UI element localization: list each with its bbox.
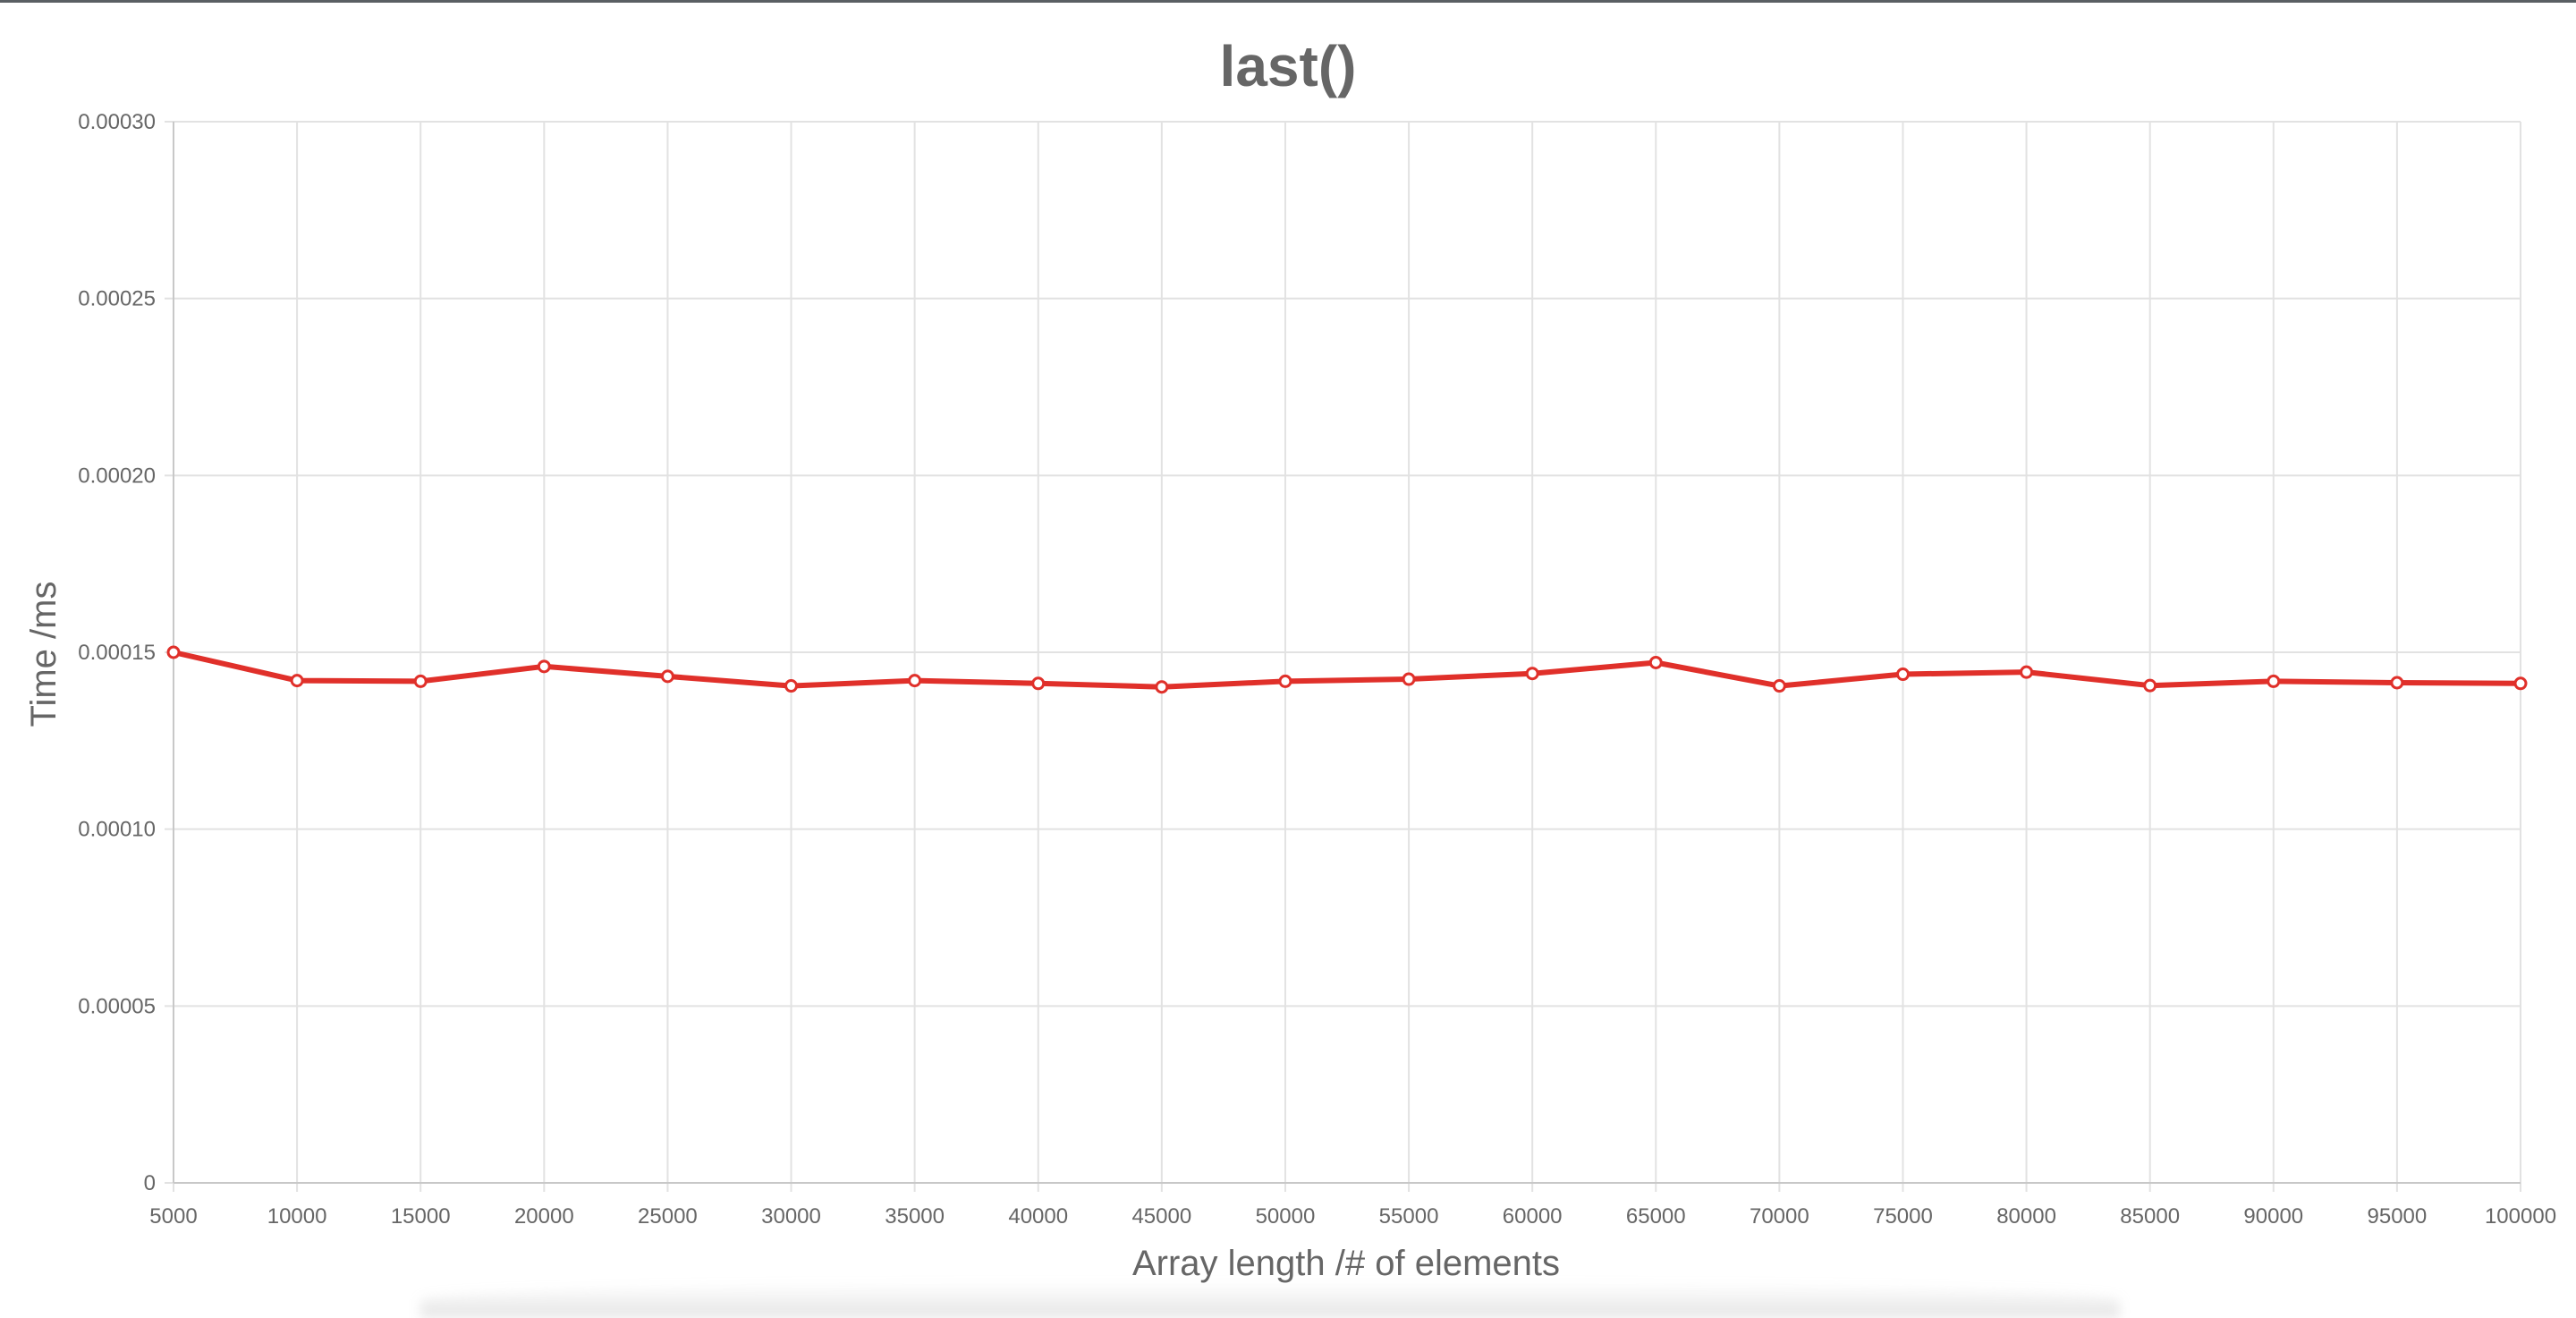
data-point [1772,679,1786,693]
x-tick-label: 100000 [2485,1204,2556,1229]
x-tick-label: 5000 [149,1204,197,1229]
data-point [413,674,428,688]
x-tick-label: 30000 [761,1204,821,1229]
data-point [1895,668,1910,682]
line-chart: last() 0 0.00005 0.00010 0.00015 0.00020 0.00… [24,34,2556,1283]
x-tick-label: 60000 [1503,1204,1563,1229]
y-tick-label: 0.00030 [78,110,156,134]
x-tick-label: 25000 [638,1204,698,1229]
x-tick-label: 55000 [1379,1204,1439,1229]
data-point [166,645,181,659]
series-group [166,645,2528,694]
y-tick-label: 0.00025 [78,287,156,311]
x-tick-label: 20000 [514,1204,574,1229]
data-point [2267,674,2281,688]
x-tick-label: 85000 [2120,1204,2180,1229]
x-tick-label: 15000 [391,1204,451,1229]
y-tick-labels: 0 0.00005 0.00010 0.00015 0.00020 0.00025 0.00… [78,110,156,1195]
data-point [908,674,922,688]
data-point [660,669,674,684]
data-point [784,679,799,693]
data-point [1648,655,1663,669]
x-tick-label: 75000 [1873,1204,1933,1229]
x-tick-label: 40000 [1008,1204,1068,1229]
y-tick-label: 0.00005 [78,994,156,1018]
window-shadow [420,1282,2120,1318]
x-tick-label: 45000 [1131,1204,1191,1229]
data-point [2143,678,2157,693]
y-axis-label: Time /ms [24,582,64,727]
data-point [2513,676,2528,691]
data-point [290,674,304,688]
x-tick-label: 10000 [267,1204,327,1229]
data-point [2390,676,2404,690]
data-point [1278,674,1292,688]
x-tick-label: 70000 [1750,1204,1809,1229]
x-tick-labels: 5000 10000 15000 20000 25000 30000 35000 40000 4… [149,1204,2556,1229]
x-tick-label: 35000 [885,1204,945,1229]
x-axis-label: Array length /# of elements [1132,1244,1560,1283]
data-point [1031,676,1046,691]
series-line [173,650,2521,690]
x-tick-label: 50000 [1256,1204,1316,1229]
y-tick-label: 0 [144,1171,156,1195]
chart-title: last() [1220,34,1357,98]
data-point [1402,672,1416,686]
data-point [2020,665,2034,679]
grid-lines [165,121,2521,1192]
x-tick-label: 65000 [1626,1204,1686,1229]
x-tick-label: 90000 [2243,1204,2303,1229]
data-point [537,659,551,674]
y-tick-label: 0.00010 [78,818,156,842]
data-point [1155,680,1169,694]
x-tick-label: 95000 [2368,1204,2428,1229]
data-point [1525,667,1539,681]
x-tick-label: 80000 [1996,1204,2056,1229]
y-tick-label: 0.00020 [78,463,156,488]
y-tick-label: 0.00015 [78,641,156,665]
